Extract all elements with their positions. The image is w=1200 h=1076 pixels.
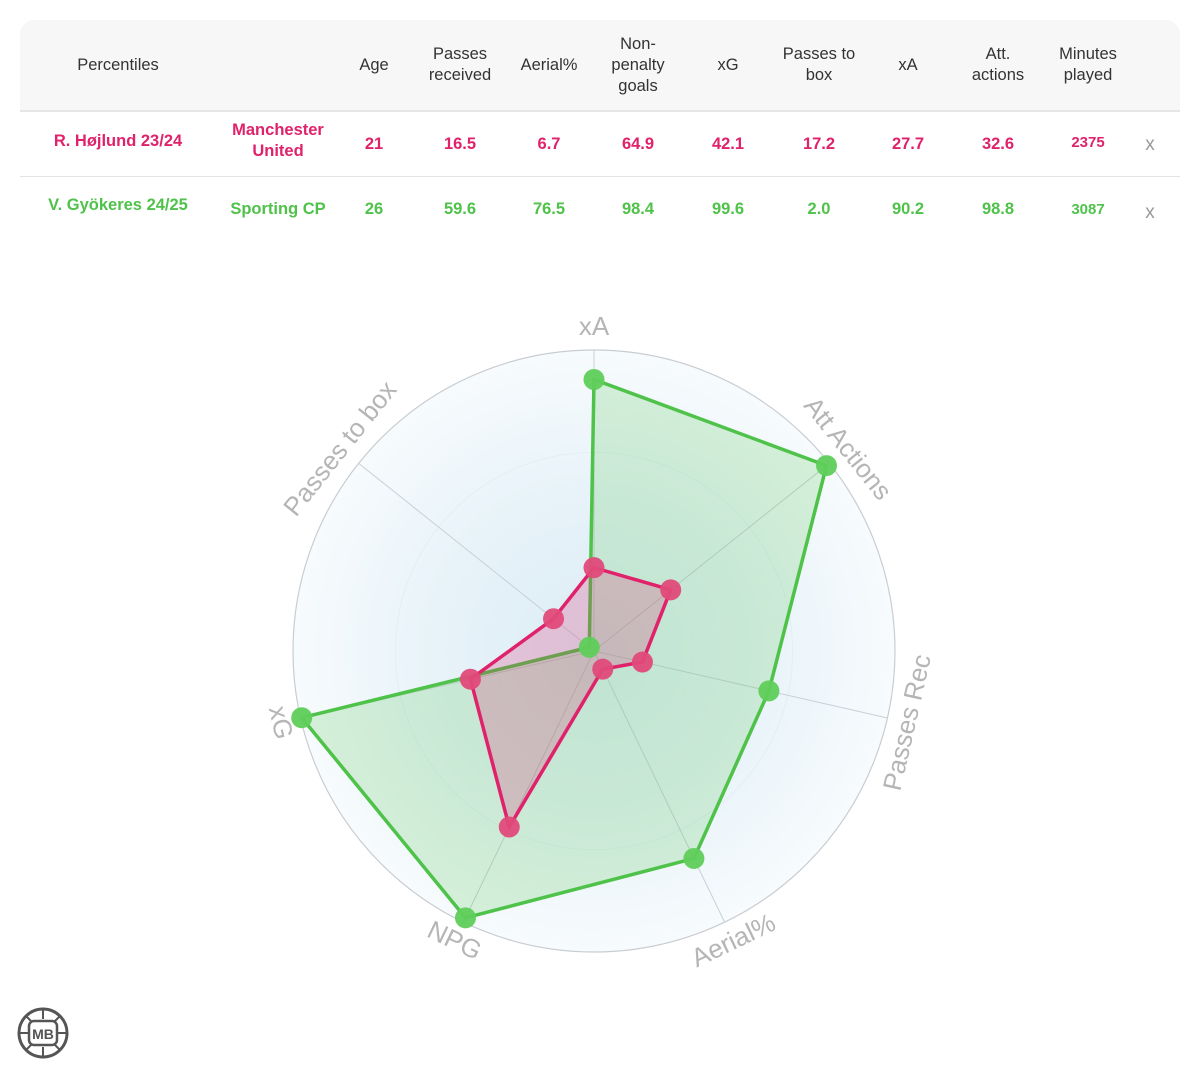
header-xg[interactable]: xG xyxy=(717,55,739,74)
team-name: Sporting CP xyxy=(230,199,326,218)
radar-series-polygon xyxy=(468,565,673,829)
radar-axis-line xyxy=(593,650,726,923)
remove-row-button[interactable]: x xyxy=(1145,201,1155,223)
header-passes-received[interactable]: Passes received xyxy=(428,45,492,84)
header-xa[interactable]: xA xyxy=(898,55,918,74)
header-att-actions[interactable]: Att. actions xyxy=(971,45,1025,84)
team-name: Manchester United xyxy=(232,121,324,160)
radar-series-polygon xyxy=(299,377,829,920)
radar-data-point[interactable] xyxy=(543,608,565,630)
radar-data-point[interactable] xyxy=(454,907,476,929)
header-minutes[interactable]: Minutes played xyxy=(1059,45,1117,84)
npg-value: 98.4 xyxy=(621,199,655,218)
header-npg[interactable]: Non-penalty goals xyxy=(611,34,665,95)
radar-data-point[interactable] xyxy=(758,680,780,702)
passes-to-box-value: 17.2 xyxy=(802,134,836,153)
radar-data-point[interactable] xyxy=(498,816,520,838)
header-aerial[interactable]: Aerial% xyxy=(520,55,578,74)
radar-data-point[interactable] xyxy=(583,368,605,390)
radar-data-point[interactable] xyxy=(660,579,682,601)
radar-data-point[interactable] xyxy=(683,847,705,869)
age-value: 26 xyxy=(364,199,384,218)
aerial-value: 76.5 xyxy=(532,199,566,218)
radar-data-point[interactable] xyxy=(816,455,838,477)
minutes-value: 2375 xyxy=(1071,133,1105,151)
passes-received-value: 59.6 xyxy=(443,199,477,218)
passes-to-box-value: 2.0 xyxy=(807,199,831,218)
radar-series xyxy=(291,368,838,929)
radar-axis-label: xA xyxy=(579,311,610,341)
radar-axis-line xyxy=(593,462,830,652)
percentile-table: Percentiles Age Passes received Aerial% … xyxy=(20,20,1180,241)
att-actions-value: 98.8 xyxy=(981,199,1015,218)
xa-value: 27.7 xyxy=(891,134,925,153)
att-actions-value: 32.6 xyxy=(981,134,1015,153)
header-passes-to-box[interactable]: Passes to box xyxy=(782,45,856,84)
npg-value: 64.9 xyxy=(621,134,655,153)
passes-received-value: 16.5 xyxy=(443,134,477,153)
radar-data-point[interactable] xyxy=(291,707,313,729)
radar-axis-line xyxy=(462,650,595,923)
player-name: R. Højlund 23/24 xyxy=(53,131,183,150)
xg-value: 99.6 xyxy=(711,199,745,218)
radar-data-point[interactable] xyxy=(592,658,614,680)
radar-data-point[interactable] xyxy=(459,668,481,690)
xg-value: 42.1 xyxy=(711,134,745,153)
aerial-value: 6.7 xyxy=(537,134,561,153)
mb-logo-icon: MB xyxy=(17,1007,69,1059)
svg-text:MB: MB xyxy=(32,1026,54,1042)
remove-row-button[interactable]: x xyxy=(1145,133,1155,155)
header-percentiles[interactable]: Percentiles xyxy=(77,55,159,74)
table-header: Percentiles Age Passes received Aerial% … xyxy=(20,20,1180,112)
age-value: 21 xyxy=(364,134,384,153)
header-age[interactable]: Age xyxy=(359,55,389,74)
table-row: R. Højlund 23/24 Manchester United 21 16… xyxy=(20,112,1180,177)
radar-data-point[interactable] xyxy=(631,651,653,673)
table-row: V. Gyökeres 24/25 Sporting CP 26 59.6 76… xyxy=(20,177,1180,241)
minutes-value: 3087 xyxy=(1071,200,1105,218)
radar-data-point[interactable] xyxy=(578,636,600,658)
radar-data-point[interactable] xyxy=(583,557,605,579)
radar-axis-label: xG xyxy=(263,703,300,742)
xa-value: 90.2 xyxy=(891,199,925,218)
player-name: V. Gyökeres 24/25 xyxy=(48,195,188,214)
